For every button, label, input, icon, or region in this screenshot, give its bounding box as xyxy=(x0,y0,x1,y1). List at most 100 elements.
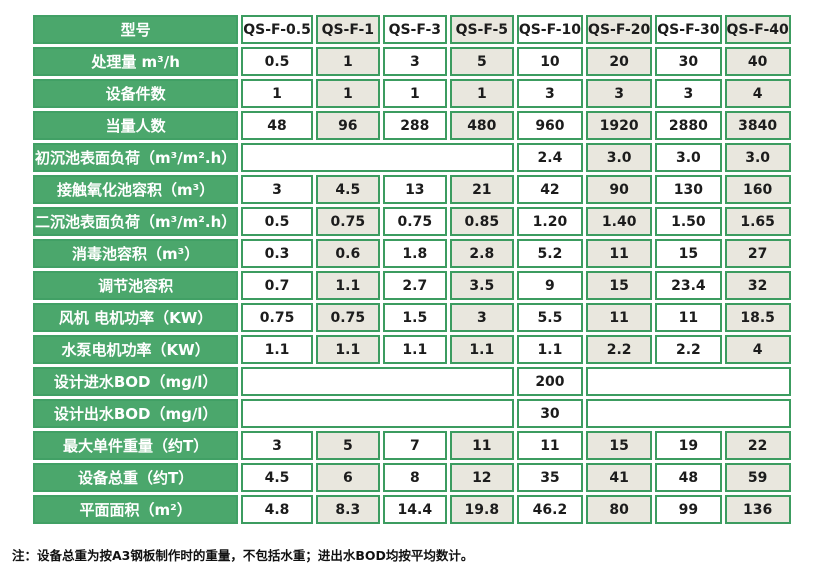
value-cell: 15 xyxy=(655,239,722,268)
value-cell: 22 xyxy=(724,431,791,460)
value-cell: 0.5 xyxy=(241,207,313,236)
value-cell: 1.1 xyxy=(449,335,514,364)
value-cell: 1 xyxy=(315,79,380,108)
value-cell: 32 xyxy=(724,271,791,300)
value-cell: 2.2 xyxy=(586,335,653,364)
table-row: 水泵电机功率（KW） 1.1 1.1 1.1 1.1 1.1 2.2 2.2 4 xyxy=(33,335,791,364)
model-cell: QS-F-20 xyxy=(586,15,653,44)
value-cell: 8.3 xyxy=(315,495,380,524)
blank-cell xyxy=(241,367,514,396)
value-cell: 136 xyxy=(724,495,791,524)
value-cell: 0.3 xyxy=(241,239,313,268)
value-cell: 21 xyxy=(449,175,514,204)
value-cell: 5.2 xyxy=(516,239,584,268)
value-cell: 1 xyxy=(241,79,313,108)
model-label-cell: 型号 xyxy=(33,15,239,44)
value-cell: 3.5 xyxy=(449,271,514,300)
value-cell: 11 xyxy=(516,431,584,460)
value-cell: 2.7 xyxy=(382,271,447,300)
value-cell: 27 xyxy=(724,239,791,268)
blank-cell xyxy=(586,367,791,396)
value-cell: 1.65 xyxy=(724,207,791,236)
value-cell: 2.4 xyxy=(516,143,584,172)
value-cell: 130 xyxy=(655,175,722,204)
value-cell: 90 xyxy=(586,175,653,204)
value-cell: 1.8 xyxy=(382,239,447,268)
spec-table-wrap: 型号 QS-F-0.5 QS-F-1 QS-F-3 QS-F-5 QS-F-10… xyxy=(30,12,794,527)
value-cell: 59 xyxy=(724,463,791,492)
value-cell: 6 xyxy=(315,463,380,492)
value-cell: 1 xyxy=(382,79,447,108)
value-cell: 3 xyxy=(655,79,722,108)
value-cell: 19 xyxy=(655,431,722,460)
table-row: 处理量 m³/h 0.5 1 3 5 10 20 30 40 xyxy=(33,47,791,76)
table-row: 消毒池容积（m³） 0.3 0.6 1.8 2.8 5.2 11 15 27 xyxy=(33,239,791,268)
row-label: 接触氧化池容积（m³） xyxy=(33,175,239,204)
value-cell: 1.1 xyxy=(315,335,380,364)
row-label: 水泵电机功率（KW） xyxy=(33,335,239,364)
value-cell: 2.2 xyxy=(655,335,722,364)
value-cell: 9 xyxy=(516,271,584,300)
value-cell: 23.4 xyxy=(655,271,722,300)
table-row: 二沉池表面负荷（m³/m².h） 0.5 0.75 0.75 0.85 1.20… xyxy=(33,207,791,236)
table-row: 初沉池表面负荷（m³/m².h） 2.4 3.0 3.0 3.0 xyxy=(33,143,791,172)
spec-table: 型号 QS-F-0.5 QS-F-1 QS-F-3 QS-F-5 QS-F-10… xyxy=(30,12,794,527)
model-cell: QS-F-1 xyxy=(315,15,380,44)
value-cell: 3 xyxy=(241,431,313,460)
value-cell: 30 xyxy=(516,399,584,428)
blank-cell xyxy=(241,399,514,428)
value-cell: 42 xyxy=(516,175,584,204)
value-cell: 48 xyxy=(655,463,722,492)
value-cell: 46.2 xyxy=(516,495,584,524)
table-row: 风机 电机功率（KW） 0.75 0.75 1.5 3 5.5 11 11 18… xyxy=(33,303,791,332)
model-cell: QS-F-30 xyxy=(655,15,722,44)
header-row: 型号 QS-F-0.5 QS-F-1 QS-F-3 QS-F-5 QS-F-10… xyxy=(33,15,791,44)
value-cell: 11 xyxy=(586,239,653,268)
value-cell: 48 xyxy=(241,111,313,140)
value-cell: 10 xyxy=(516,47,584,76)
value-cell: 0.85 xyxy=(449,207,514,236)
value-cell: 4 xyxy=(724,335,791,364)
row-label: 平面面积（m²） xyxy=(33,495,239,524)
value-cell: 0.75 xyxy=(382,207,447,236)
value-cell: 1.1 xyxy=(315,271,380,300)
value-cell: 3 xyxy=(241,175,313,204)
row-label: 消毒池容积（m³） xyxy=(33,239,239,268)
table-row: 平面面积（m²） 4.8 8.3 14.4 19.8 46.2 80 99 13… xyxy=(33,495,791,524)
value-cell: 1.1 xyxy=(516,335,584,364)
value-cell: 99 xyxy=(655,495,722,524)
value-cell: 15 xyxy=(586,271,653,300)
value-cell: 13 xyxy=(382,175,447,204)
row-label: 调节池容积 xyxy=(33,271,239,300)
value-cell: 5 xyxy=(449,47,514,76)
value-cell: 19.8 xyxy=(449,495,514,524)
model-cell: QS-F-5 xyxy=(449,15,514,44)
row-label: 初沉池表面负荷（m³/m².h） xyxy=(33,143,239,172)
table-row: 接触氧化池容积（m³） 3 4.5 13 21 42 90 130 160 xyxy=(33,175,791,204)
model-cell: QS-F-3 xyxy=(382,15,447,44)
value-cell: 0.75 xyxy=(315,303,380,332)
value-cell: 12 xyxy=(449,463,514,492)
row-label: 设计出水BOD（mg/l） xyxy=(33,399,239,428)
value-cell: 480 xyxy=(449,111,514,140)
value-cell: 1.20 xyxy=(516,207,584,236)
value-cell: 1920 xyxy=(586,111,653,140)
value-cell: 15 xyxy=(586,431,653,460)
value-cell: 3.0 xyxy=(724,143,791,172)
value-cell: 0.5 xyxy=(241,47,313,76)
value-cell: 288 xyxy=(382,111,447,140)
table-row: 设备件数 1 1 1 1 3 3 3 4 xyxy=(33,79,791,108)
value-cell: 1.50 xyxy=(655,207,722,236)
value-cell: 0.75 xyxy=(241,303,313,332)
value-cell: 4 xyxy=(724,79,791,108)
value-cell: 4.5 xyxy=(315,175,380,204)
value-cell: 3.0 xyxy=(586,143,653,172)
value-cell: 1.1 xyxy=(382,335,447,364)
value-cell: 96 xyxy=(315,111,380,140)
value-cell: 35 xyxy=(516,463,584,492)
value-cell: 1 xyxy=(449,79,514,108)
footnote: 注：设备总重为按A3钢板制作时的重量，不包括水重；进出水BOD均按平均数计。 xyxy=(12,548,474,563)
value-cell: 5 xyxy=(315,431,380,460)
value-cell: 3 xyxy=(516,79,584,108)
value-cell: 4.5 xyxy=(241,463,313,492)
